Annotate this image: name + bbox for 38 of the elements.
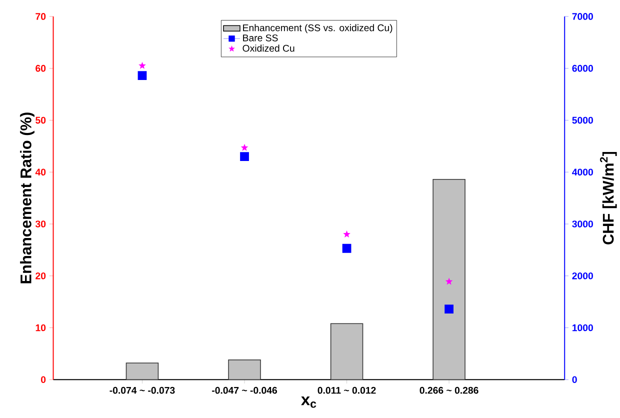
x-tick-label: -0.047 ~ -0.046 [212, 386, 278, 394]
point [240, 152, 249, 161]
y-tick-label: 60 [36, 64, 46, 72]
legend-label: Bare SS [243, 34, 278, 42]
x-tick-label: 0.266 ~ 0.286 [420, 386, 478, 394]
bar [330, 323, 364, 380]
point [138, 70, 147, 80]
y-tick-label: 40 [35, 168, 46, 176]
point [444, 304, 454, 314]
y2-tick-label: 6000 [572, 64, 593, 72]
y-tick-label: 30 [35, 220, 46, 228]
bar [432, 178, 466, 380]
y2-tick-label: 4000 [572, 168, 593, 176]
y2-tick-label: 1000 [572, 324, 593, 331]
point [342, 244, 352, 253]
x-tick-label: 0.011 ~ 0.012 [318, 386, 376, 394]
y2-tick-label: 3000 [572, 220, 593, 228]
y2-tick-label: 0 [572, 376, 577, 383]
y-tick-label: 10 [36, 324, 46, 331]
point [343, 230, 350, 238]
y-tick-label: 70 [36, 12, 46, 20]
bar [126, 362, 159, 380]
y-tick-label: 20 [36, 272, 46, 280]
y2-tick-label: 5000 [572, 116, 593, 124]
x-axis-title: x$_{c}$ [301, 396, 316, 408]
point [138, 62, 146, 69]
y-tick-label: 0 [40, 376, 46, 383]
bar [228, 359, 261, 380]
y2-axis-title: CHF [kW/m$^{2}$] [600, 152, 617, 244]
y2-tick-label: 7000 [572, 12, 593, 20]
legend-label: Oxidized Cu [242, 44, 294, 52]
y-axis-title: Enhancement Ratio (%) [20, 112, 34, 284]
y-tick-label: 50 [36, 116, 46, 124]
point [445, 278, 453, 285]
x-tick-label: -0.074 ~ -0.073 [110, 386, 175, 394]
legend-label: Enhancement (SS vs. oxidized Cu) [243, 24, 392, 33]
y2-tick-label: 2000 [572, 272, 593, 280]
point [240, 144, 248, 151]
